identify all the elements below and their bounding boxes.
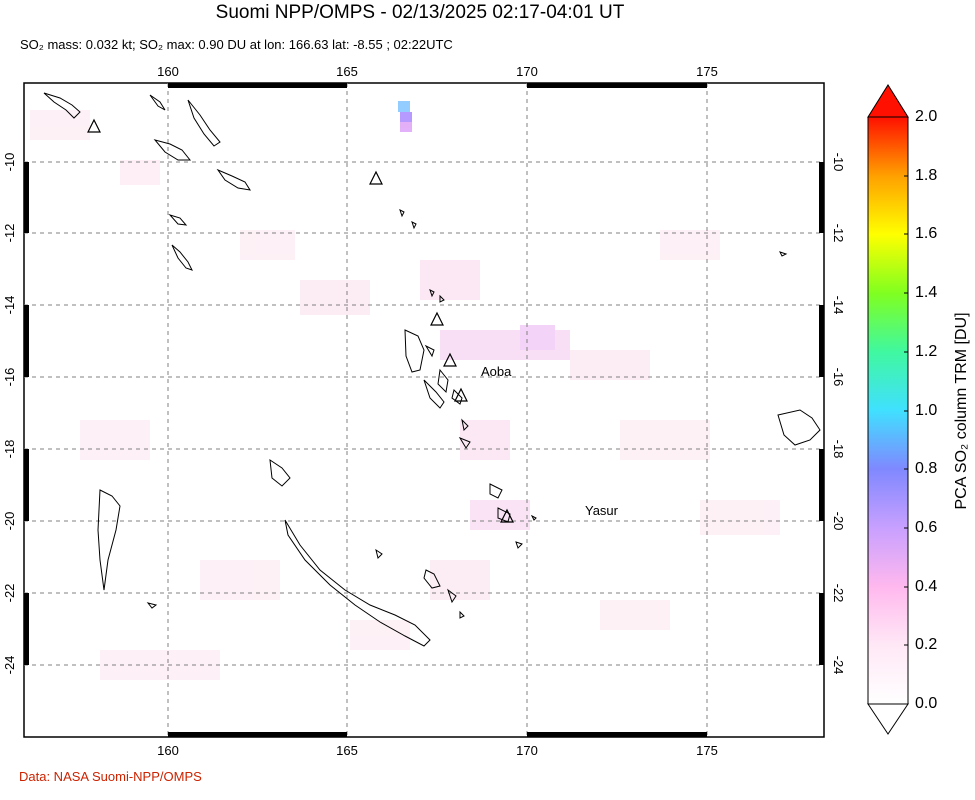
lat-tick-right--14: -14 bbox=[831, 296, 846, 315]
lon-tick-bottom-175: 175 bbox=[696, 743, 718, 758]
lat-tick-left--18: -18 bbox=[2, 440, 17, 459]
colorbar: 0.0 0.2 0.4 0.6 0.8 1.0 1.2 1.4 1.6 1.8 … bbox=[867, 84, 970, 735]
cb-tick-6: 1.2 bbox=[915, 343, 937, 360]
map-subtitle: SO₂ mass: 0.032 kt; SO₂ max: 0.90 DU at … bbox=[20, 37, 453, 52]
lat-tick-left--10: -10 bbox=[2, 153, 17, 172]
lat-tick-right--10: -10 bbox=[831, 153, 846, 172]
volcano-label-aoba: Aoba bbox=[481, 364, 512, 379]
lon-tick-top-165: 165 bbox=[336, 64, 358, 79]
lon-tick-top-170: 170 bbox=[516, 64, 538, 79]
cb-tick-7: 1.4 bbox=[915, 284, 937, 301]
colorbar-min-arrow bbox=[867, 703, 909, 735]
cb-tick-4: 0.8 bbox=[915, 460, 937, 477]
cb-tick-5: 1.0 bbox=[915, 402, 937, 419]
cb-tick-3: 0.6 bbox=[915, 519, 937, 536]
lon-labels-top: 160 165 170 175 bbox=[157, 64, 718, 79]
lat-tick-right--18: -18 bbox=[831, 440, 846, 459]
cb-tick-9: 1.8 bbox=[915, 167, 937, 184]
lat-tick-left--20: -20 bbox=[2, 512, 17, 531]
colorbar-title: PCA SO₂ column TRM [DU] bbox=[953, 312, 970, 509]
colorbar-tick-labels: 0.0 0.2 0.4 0.6 0.8 1.0 1.2 1.4 1.6 1.8 … bbox=[915, 108, 937, 712]
lat-tick-right--22: -22 bbox=[831, 584, 846, 603]
lat-tick-left--14: -14 bbox=[2, 296, 17, 315]
map-frame bbox=[23, 82, 825, 738]
lat-tick-left--24: -24 bbox=[2, 656, 17, 675]
lat-labels-left: -10 -12 -14 -16 -18 -20 -22 -24 bbox=[2, 153, 17, 675]
so2-pixels bbox=[30, 101, 780, 680]
cb-tick-1: 0.2 bbox=[915, 636, 937, 653]
lat-tick-right--12: -12 bbox=[831, 224, 846, 243]
volcano-markers bbox=[87, 118, 514, 523]
lon-tick-bottom-165: 165 bbox=[336, 743, 358, 758]
colorbar-gradient bbox=[867, 116, 909, 705]
lat-tick-bars bbox=[24, 162, 824, 665]
cb-tick-0: 0.0 bbox=[915, 695, 937, 712]
volcano-label-yasur: Yasur bbox=[585, 503, 619, 518]
lon-tick-bars bbox=[168, 83, 707, 737]
lat-tick-right--24: -24 bbox=[831, 656, 846, 675]
coastlines bbox=[43, 92, 821, 647]
lat-labels-right: -10 -12 -14 -16 -18 -20 -22 -24 bbox=[831, 153, 846, 675]
lon-tick-top-160: 160 bbox=[157, 64, 179, 79]
lat-tick-right--16: -16 bbox=[831, 368, 846, 387]
cb-tick-8: 1.6 bbox=[915, 225, 937, 242]
lat-tick-left--16: -16 bbox=[2, 368, 17, 387]
lat-tick-left--12: -12 bbox=[2, 224, 17, 243]
lon-labels-bottom: 160 165 170 175 bbox=[157, 743, 718, 758]
cb-tick-10: 2.0 bbox=[915, 108, 937, 125]
data-credit: Data: NASA Suomi-NPP/OMPS bbox=[19, 769, 202, 784]
colorbar-max-arrow bbox=[867, 84, 909, 118]
lon-tick-bottom-160: 160 bbox=[157, 743, 179, 758]
lon-tick-bottom-170: 170 bbox=[516, 743, 538, 758]
lat-tick-left--22: -22 bbox=[2, 584, 17, 603]
lon-tick-top-175: 175 bbox=[696, 64, 718, 79]
cb-tick-2: 0.4 bbox=[915, 578, 937, 595]
grid-lines bbox=[24, 83, 824, 737]
lat-tick-right--20: -20 bbox=[831, 512, 846, 531]
map-title: Suomi NPP/OMPS - 02/13/2025 02:17-04:01 … bbox=[215, 2, 625, 23]
